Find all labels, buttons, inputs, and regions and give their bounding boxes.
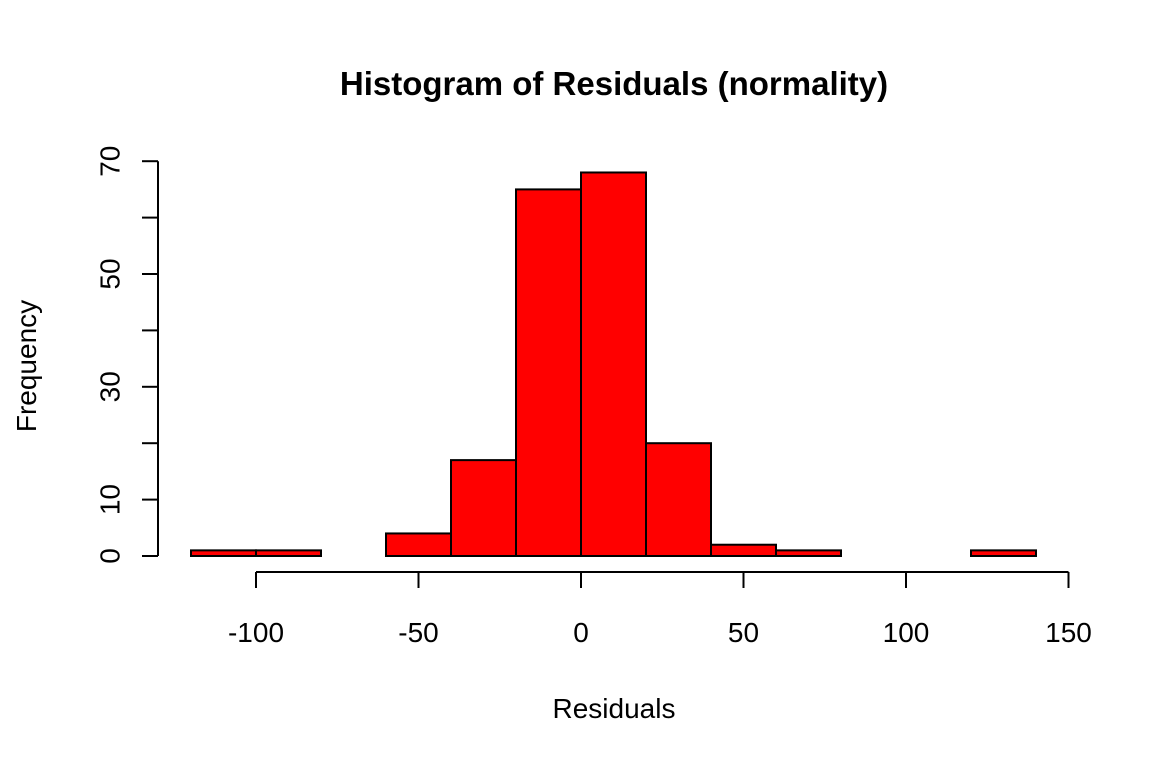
y-tick-label: 50 xyxy=(95,258,126,289)
histogram-bars xyxy=(190,171,1037,558)
x-tick-label: -100 xyxy=(228,617,284,648)
y-tick-label: 30 xyxy=(95,371,126,402)
y-tick-label: 0 xyxy=(95,548,126,564)
y-axis-label: Frequency xyxy=(11,300,42,432)
x-tick-label: 50 xyxy=(728,617,759,648)
x-axis: -100 -50 0 50 100 150 xyxy=(228,571,1092,648)
histogram-bar xyxy=(385,532,452,558)
histogram-bar xyxy=(255,549,322,557)
histogram-bar xyxy=(580,171,647,557)
y-tick-label: 70 xyxy=(95,146,126,177)
histogram-bar xyxy=(645,442,712,558)
x-tick-label: -50 xyxy=(398,617,438,648)
histogram-bar xyxy=(970,549,1037,557)
chart-title: Histogram of Residuals (normality) xyxy=(340,65,888,102)
x-tick-label: 150 xyxy=(1045,617,1092,648)
y-axis: 0 10 30 50 70 xyxy=(95,146,159,564)
histogram-bar xyxy=(775,549,842,557)
y-tick-label: 10 xyxy=(95,484,126,515)
x-axis-label: Residuals xyxy=(553,693,676,724)
histogram-bar xyxy=(710,543,777,557)
histogram-bar xyxy=(190,549,257,557)
x-tick-label: 0 xyxy=(573,617,589,648)
x-tick-label: 100 xyxy=(883,617,930,648)
histogram-bar xyxy=(450,459,517,557)
histogram-bar xyxy=(515,188,582,557)
